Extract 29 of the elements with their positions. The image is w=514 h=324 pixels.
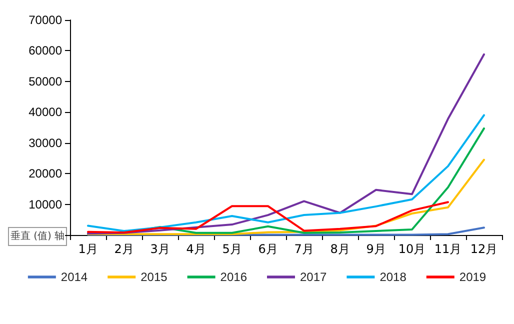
x-tick-label: 4月 — [186, 242, 206, 256]
legend-label: 2014 — [60, 270, 88, 284]
legend-label: 2019 — [459, 270, 486, 284]
x-tick-label: 12月 — [470, 242, 498, 256]
x-tick-label: 3月 — [150, 242, 170, 256]
x-tick-label: 2月 — [114, 242, 134, 256]
y-tick-label: 50000 — [28, 74, 62, 88]
x-tick-label: 9月 — [366, 242, 386, 256]
y-tick-label: 30000 — [28, 136, 62, 150]
x-tick-label: 1月 — [78, 242, 98, 256]
legend-label: 2018 — [380, 270, 407, 284]
y-tick-label: 60000 — [28, 44, 62, 58]
x-tick-label: 11月 — [434, 242, 462, 256]
y-tick-label: 40000 — [28, 105, 62, 120]
legend-label: 2015 — [140, 270, 168, 284]
x-tick-label: 6月 — [258, 242, 278, 256]
x-tick-label: 5月 — [222, 242, 242, 256]
line-series — [87, 158, 485, 236]
y-tick-label: 20000 — [28, 166, 62, 181]
y-tick-label: 10000 — [28, 197, 62, 212]
x-tick-label: 10月 — [398, 242, 426, 256]
legend-label: 2016 — [220, 270, 248, 284]
text: 垂直 (值) 轴 — [10, 230, 65, 242]
x-tick-label: 7月 — [294, 242, 314, 256]
line-series — [87, 201, 449, 234]
y-tick-label: 70000 — [28, 13, 62, 27]
line-series — [87, 53, 485, 234]
legend-label: 2017 — [300, 270, 328, 284]
x-tick-label: 8月 — [330, 242, 350, 256]
